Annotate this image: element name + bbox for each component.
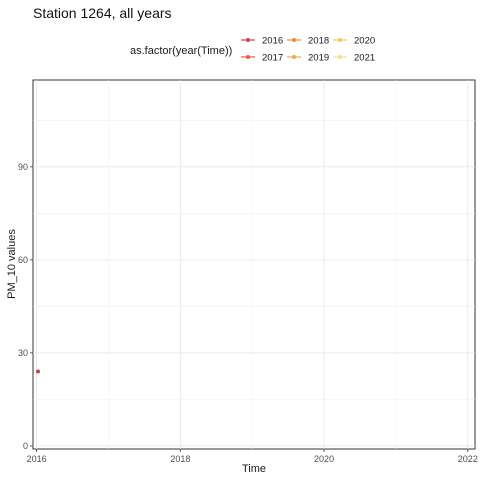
legend-key-point — [246, 55, 250, 59]
legend-label: 2021 — [354, 53, 375, 64]
y-axis: 0 30 60 90 — [18, 162, 33, 451]
legend-key-point — [246, 38, 250, 42]
data-marks — [36, 369, 41, 374]
y-tick-label: 90 — [18, 162, 28, 172]
plot-panel — [32, 79, 476, 450]
legend-entry-2019: 2019 — [287, 53, 329, 64]
x-tick-label: 2022 — [458, 454, 478, 464]
legend-key-point — [292, 38, 296, 42]
legend-label: 2016 — [262, 36, 283, 47]
legend-entry-2017: 2017 — [241, 53, 283, 64]
legend-label: 2020 — [354, 36, 375, 47]
chart-title: Station 1264, all years — [33, 5, 172, 21]
data-point-2016 — [36, 369, 41, 374]
y-tick-label: 0 — [23, 441, 28, 451]
legend-entry-2021: 2021 — [333, 53, 375, 64]
legend-label: 2019 — [308, 53, 329, 64]
x-tick-label: 2018 — [170, 454, 190, 464]
x-tick-label: 2020 — [314, 454, 334, 464]
legend-entry-2020: 2020 — [333, 36, 375, 47]
legend-entry-2018: 2018 — [287, 36, 329, 47]
legend: as.factor(year(Time)) 2016 2017 2018 2019 20… — [130, 36, 375, 64]
legend-key-point — [338, 55, 342, 59]
y-tick-label: 30 — [18, 348, 28, 358]
x-axis: 2016 2018 2020 2022 — [27, 449, 478, 464]
legend-entry-2016: 2016 — [241, 36, 283, 47]
y-tick-label: 60 — [18, 255, 28, 265]
legend-key-point — [292, 55, 296, 59]
legend-label: 2017 — [262, 53, 283, 64]
legend-title: as.factor(year(Time)) — [130, 45, 232, 57]
x-tick-label: 2016 — [27, 454, 47, 464]
y-axis-label: PM_10 values — [6, 229, 18, 299]
grid — [33, 80, 475, 449]
x-axis-label: Time — [242, 463, 266, 475]
legend-label: 2018 — [308, 36, 329, 47]
legend-key-point — [338, 38, 342, 42]
